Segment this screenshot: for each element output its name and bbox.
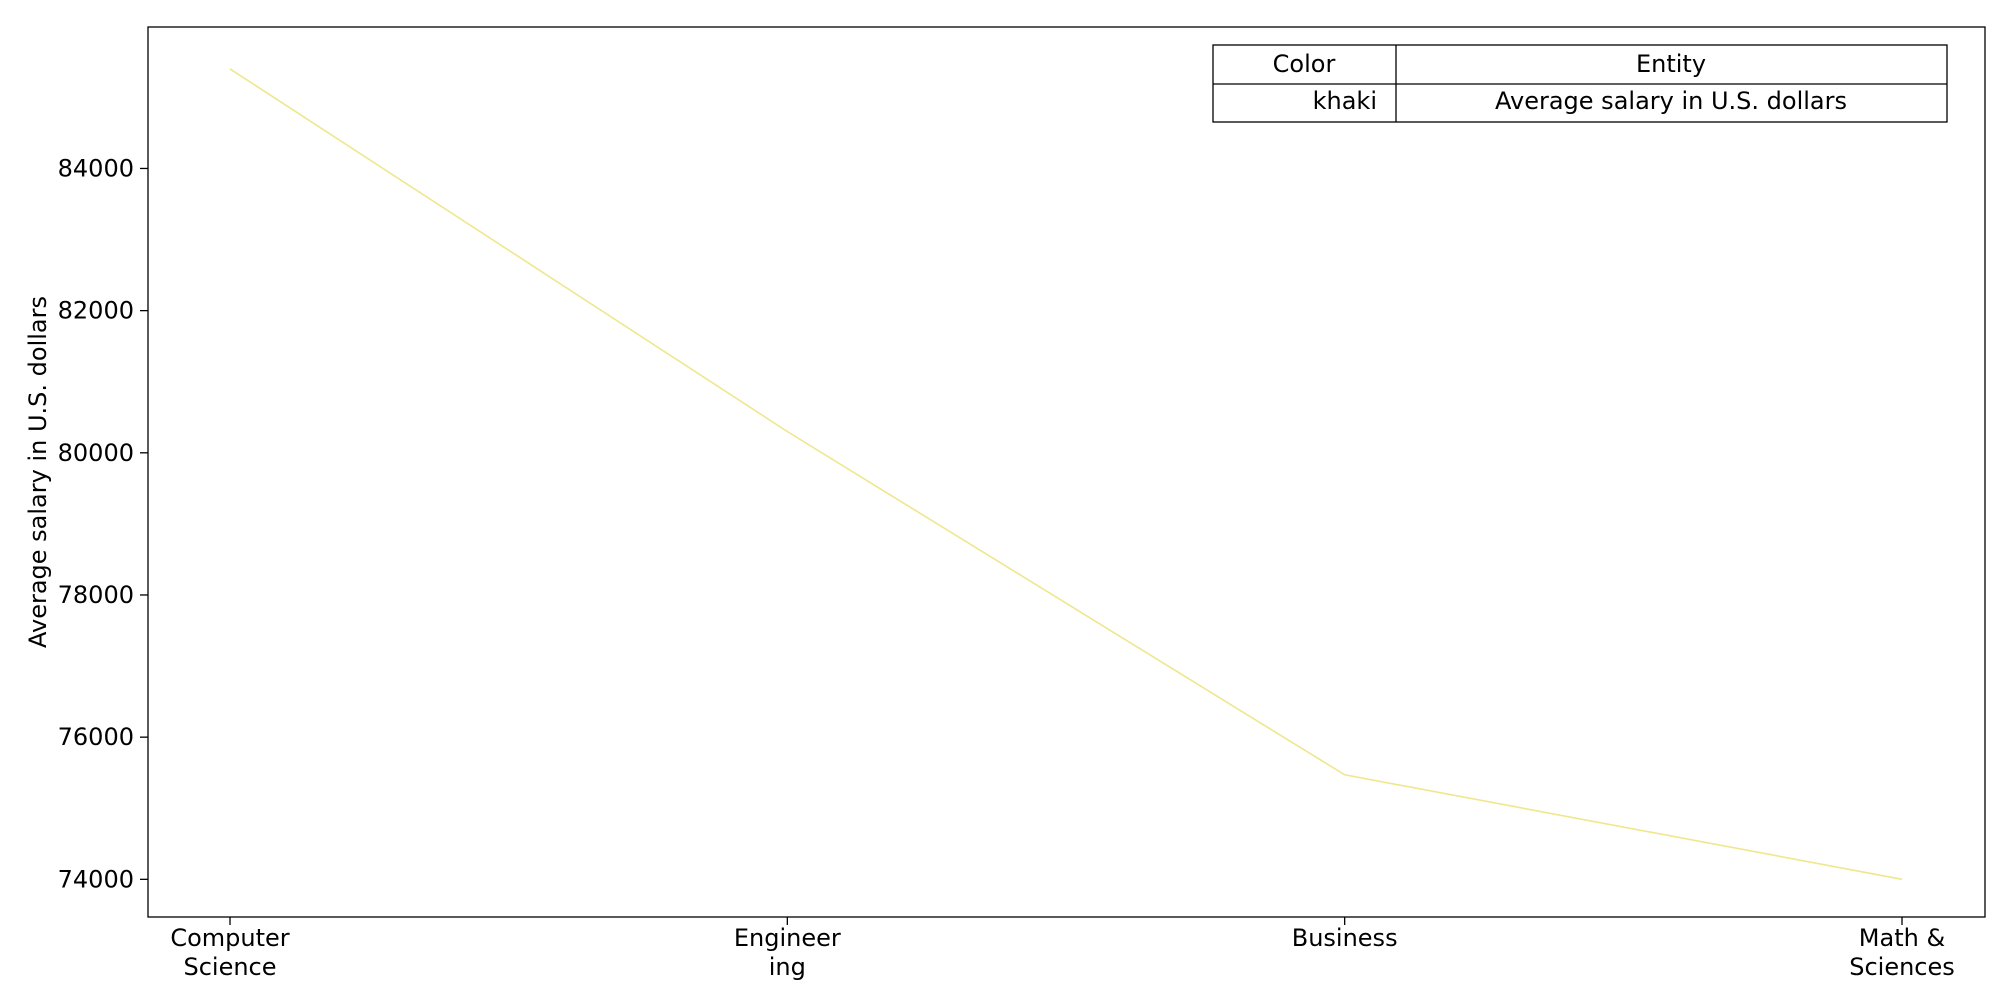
legend-header-entity: Entity <box>1636 50 1706 78</box>
x-tick-label: Engineer ing <box>734 924 841 981</box>
x-tick-label: Computer Science <box>170 924 289 981</box>
series-line <box>229 68 1903 881</box>
y-tick-label: 82000 <box>58 297 134 325</box>
y-axis: 74000 76000 78000 80000 82000 84000 <box>58 154 148 893</box>
series-group <box>229 68 1903 881</box>
y-tick-label: 74000 <box>58 865 134 893</box>
x-tick-label: Business <box>1292 924 1398 952</box>
x-tick-label: Math & Sciences <box>1849 924 1955 981</box>
y-tick-label: 78000 <box>58 581 134 609</box>
y-tick-label: 80000 <box>58 439 134 467</box>
y-tick-label: 76000 <box>58 723 134 751</box>
legend-table: Color Entity khaki Average salary in U.S… <box>1212 44 1948 123</box>
plot-frame <box>147 26 1986 918</box>
y-axis-label: Average salary in U.S. dollars <box>24 296 52 648</box>
y-tick-label: 84000 <box>58 154 134 182</box>
legend-entity-cell: Average salary in U.S. dollars <box>1495 87 1847 115</box>
x-axis: Computer Science Engineer ing Business Math &… <box>170 917 1955 981</box>
legend-header-color: Color <box>1273 50 1336 78</box>
legend-color-cell: khaki <box>1313 87 1377 115</box>
